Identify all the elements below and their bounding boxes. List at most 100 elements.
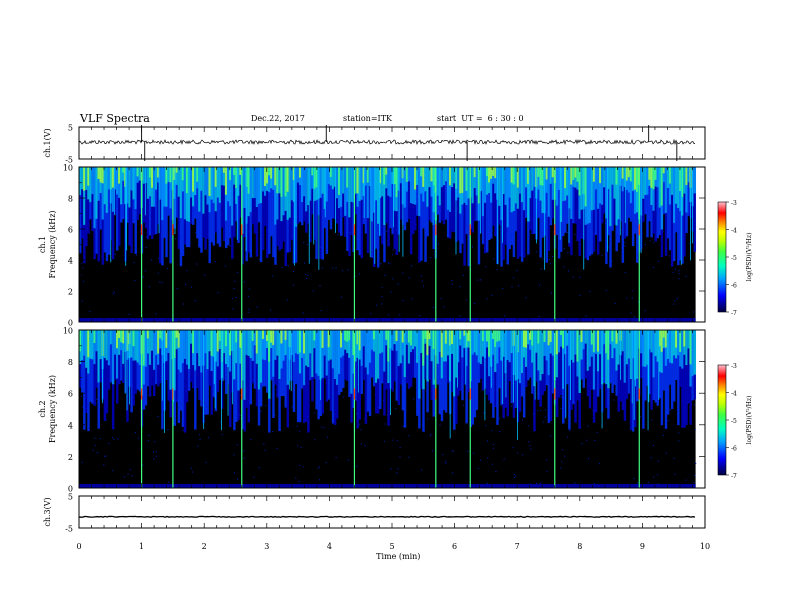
- speckle: [375, 304, 377, 306]
- speckle: [347, 459, 349, 461]
- noise-column-peak: [165, 167, 168, 184]
- noise-column: [446, 330, 450, 384]
- noise-column: [183, 330, 187, 433]
- noise-column-upper: [366, 330, 370, 375]
- noise-column-upper: [354, 167, 357, 194]
- speckle: [299, 430, 301, 432]
- speckle: [445, 460, 447, 462]
- speckle: [253, 476, 255, 478]
- speckle: [594, 440, 596, 442]
- noise-column-upper: [551, 167, 555, 200]
- speckle: [263, 443, 265, 445]
- speckle: [307, 274, 309, 276]
- noise-column-upper: [377, 330, 380, 379]
- speckle: [293, 271, 295, 273]
- noise-column-peak: [658, 330, 662, 347]
- noise-column-upper: [113, 330, 117, 355]
- noise-column-peak: [537, 167, 540, 177]
- noise-column-upper: [383, 167, 386, 225]
- speckle: [81, 461, 83, 463]
- noise-column-upper: [288, 167, 292, 218]
- noise-column: [636, 167, 639, 263]
- speckle: [258, 467, 260, 469]
- noise-column-peak: [621, 167, 625, 179]
- speckle: [647, 481, 649, 483]
- x-tick-label: 7: [515, 542, 520, 551]
- noise-column: [169, 167, 172, 264]
- noise-column-upper: [401, 330, 405, 356]
- noise-column-upper: [531, 167, 534, 191]
- speckle: [313, 233, 315, 235]
- noise-column-upper: [148, 330, 152, 365]
- noise-column-upper: [83, 167, 86, 225]
- speckle: [421, 469, 423, 471]
- noise-column-upper: [500, 167, 503, 221]
- speckle: [80, 239, 82, 241]
- speckle: [250, 439, 252, 441]
- noise-column: [539, 167, 542, 258]
- speckle: [511, 233, 513, 235]
- noise-column-upper: [241, 330, 244, 381]
- noise-column-upper: [430, 167, 433, 197]
- speckle: [238, 238, 240, 240]
- noise-column-upper: [522, 167, 526, 211]
- noise-column-upper: [159, 167, 162, 200]
- speckle: [489, 402, 491, 404]
- speckle: [560, 467, 562, 469]
- noise-column-upper: [97, 167, 100, 201]
- x-tick-label: 1: [139, 542, 144, 551]
- noise-column-peak: [401, 330, 405, 343]
- noise-column-upper: [389, 167, 392, 198]
- speckle: [593, 483, 595, 485]
- noise-column-upper: [539, 330, 542, 381]
- noise-column: [255, 330, 259, 407]
- speckle: [178, 241, 180, 243]
- noise-column-upper: [444, 330, 448, 362]
- noise-column-upper: [323, 330, 327, 356]
- noise-column: [424, 167, 427, 262]
- noise-column: [307, 330, 310, 433]
- noise-column-peak: [251, 330, 255, 341]
- noise-column-peak: [311, 167, 314, 176]
- noise-column-peak: [270, 167, 273, 179]
- noise-column: [395, 330, 398, 401]
- noise-column-upper: [506, 330, 509, 360]
- speckle: [105, 455, 107, 457]
- noise-column-upper: [294, 330, 298, 354]
- noise-column-upper: [603, 167, 606, 188]
- noise-column-upper: [537, 330, 540, 371]
- noise-column-upper: [479, 330, 483, 364]
- noise-column-upper: [545, 167, 549, 193]
- noise-column: [428, 330, 431, 380]
- speckle: [89, 310, 91, 312]
- noise-column-upper: [675, 167, 678, 204]
- speckle: [247, 295, 249, 297]
- noise-column-upper: [621, 330, 625, 352]
- noise-column-peak: [664, 330, 668, 348]
- noise-column: [136, 167, 140, 221]
- noise-column-upper: [128, 167, 131, 208]
- noise-column-upper: [541, 167, 544, 213]
- noise-column: [93, 330, 96, 406]
- speckle: [396, 440, 398, 442]
- noise-column-upper: [91, 330, 94, 360]
- noise-column: [428, 167, 431, 221]
- noise-column: [155, 167, 158, 235]
- noise-column-upper: [580, 330, 583, 360]
- speckle: [217, 292, 219, 294]
- noise-column-upper: [603, 330, 606, 345]
- speckle: [207, 437, 209, 439]
- noise-column: [113, 167, 117, 215]
- speckle: [112, 470, 114, 472]
- speckle: [537, 410, 539, 412]
- noise-column-upper: [629, 330, 633, 380]
- noise-column: [294, 330, 298, 385]
- noise-column-peak: [490, 167, 493, 179]
- noise-column: [235, 330, 238, 422]
- speckle: [678, 440, 680, 442]
- y-axis-label: ch.2: [38, 400, 47, 417]
- noise-column-upper: [245, 167, 248, 224]
- noise-column-upper: [463, 330, 466, 349]
- speckle: [95, 402, 97, 404]
